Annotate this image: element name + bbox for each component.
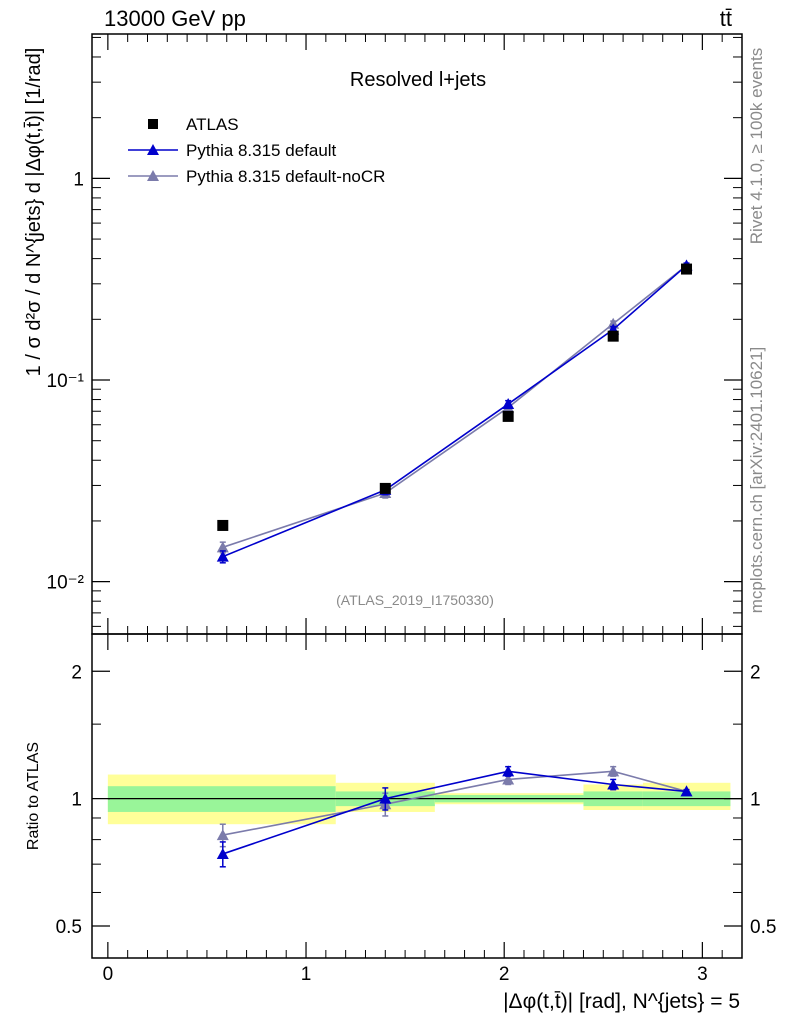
legend-atlas-label: ATLAS bbox=[186, 115, 239, 134]
ratio-point-default bbox=[379, 792, 392, 804]
legend-default-label: Pythia 8.315 default bbox=[186, 141, 337, 160]
ratio-y-tick-label: 2 bbox=[71, 662, 82, 683]
point-nocr bbox=[216, 541, 229, 553]
ratio-point-default bbox=[607, 778, 620, 790]
main-y-axis-label-text: 1 / σ d²σ / d N^{jets} d |Δφ(t,t̄)| [1/r… bbox=[23, 48, 45, 377]
legend-atlas-marker bbox=[148, 119, 158, 129]
point-atlas bbox=[607, 330, 619, 342]
main-y-tick-label: 10⁻² bbox=[47, 573, 85, 594]
ratio-frame bbox=[91, 633, 743, 959]
series-line-nocr bbox=[222, 264, 688, 549]
main-y-tick-label: 10⁻¹ bbox=[47, 371, 85, 392]
ratio-point-nocr bbox=[607, 765, 620, 777]
main-y-axis-label: 1 / σ d²σ / d N^{jets} d |Δφ(t,t̄)| [1/r… bbox=[23, 48, 45, 377]
ratio-point-default bbox=[502, 765, 515, 777]
ratio-point-nocr bbox=[502, 773, 515, 785]
ratio-y-tick-label-right: 2 bbox=[750, 662, 761, 683]
point-atlas bbox=[217, 519, 229, 531]
legend: ATLAS Pythia 8.315 default Pythia 8.315 … bbox=[128, 115, 385, 186]
point-atlas bbox=[681, 263, 693, 275]
mcplots-source-label: mcplots.cern.ch [arXiv:2401.10621] bbox=[747, 347, 766, 613]
ratio-plot: 0 1 2 3 0.5 0.5 1 1 2 2 bbox=[56, 633, 776, 985]
ratio-y-tick-label-right: 0.5 bbox=[750, 917, 776, 938]
plot-title: Resolved l+jets bbox=[350, 69, 486, 91]
ratio-y-tick-label: 1 bbox=[71, 790, 82, 811]
header-left: 13000 GeV pp bbox=[104, 6, 246, 31]
ratio-point-nocr bbox=[216, 829, 229, 841]
ratio-point-default bbox=[216, 847, 229, 859]
x-tick-label: 3 bbox=[697, 964, 708, 985]
x-axis-label: |Δφ(t,t̄)| [rad], N^{jets} = 5 bbox=[503, 990, 740, 1013]
x-tick-label: 0 bbox=[103, 964, 114, 985]
header-right: tt̄ bbox=[720, 6, 732, 31]
ratio-y-tick-label: 0.5 bbox=[56, 917, 82, 938]
series-line-default bbox=[222, 264, 688, 558]
point-atlas bbox=[502, 410, 514, 422]
x-tick-label: 1 bbox=[301, 964, 312, 985]
ratio-y-axis-label: Ratio to ATLAS bbox=[25, 742, 42, 850]
point-default bbox=[216, 550, 229, 562]
rivet-version-label: Rivet 4.1.0, ≥ 100k events bbox=[747, 48, 766, 244]
ratio-y-tick-label-right: 1 bbox=[750, 790, 761, 811]
x-tick-label: 2 bbox=[499, 964, 510, 985]
main-y-tick-label: 1 bbox=[73, 169, 84, 190]
legend-nocr-marker bbox=[147, 170, 159, 181]
analysis-watermark: (ATLAS_2019_I1750330) bbox=[336, 592, 494, 608]
ratio-point-default bbox=[680, 785, 693, 797]
point-atlas bbox=[379, 482, 391, 494]
point-default bbox=[502, 398, 515, 410]
legend-nocr-label: Pythia 8.315 default-noCR bbox=[186, 167, 385, 186]
legend-default-marker bbox=[147, 144, 159, 155]
